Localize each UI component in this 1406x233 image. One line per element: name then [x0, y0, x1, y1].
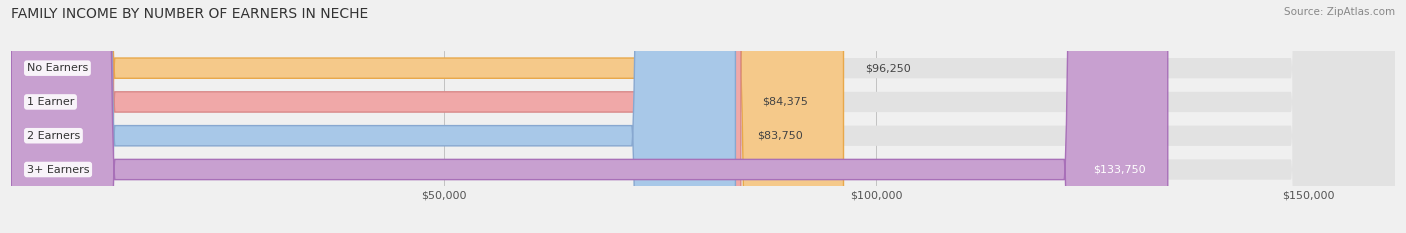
FancyBboxPatch shape: [11, 0, 1395, 233]
Text: $96,250: $96,250: [865, 63, 911, 73]
Text: Source: ZipAtlas.com: Source: ZipAtlas.com: [1284, 7, 1395, 17]
Text: $84,375: $84,375: [762, 97, 808, 107]
FancyBboxPatch shape: [11, 0, 735, 233]
FancyBboxPatch shape: [11, 0, 1395, 233]
Text: 3+ Earners: 3+ Earners: [27, 164, 90, 175]
Text: 2 Earners: 2 Earners: [27, 131, 80, 141]
FancyBboxPatch shape: [11, 0, 741, 233]
Text: $133,750: $133,750: [1094, 164, 1146, 175]
Text: FAMILY INCOME BY NUMBER OF EARNERS IN NECHE: FAMILY INCOME BY NUMBER OF EARNERS IN NE…: [11, 7, 368, 21]
Text: No Earners: No Earners: [27, 63, 89, 73]
FancyBboxPatch shape: [11, 0, 1395, 233]
Text: $83,750: $83,750: [756, 131, 803, 141]
FancyBboxPatch shape: [11, 0, 844, 233]
Text: 1 Earner: 1 Earner: [27, 97, 75, 107]
FancyBboxPatch shape: [11, 0, 1395, 233]
FancyBboxPatch shape: [11, 0, 1168, 233]
